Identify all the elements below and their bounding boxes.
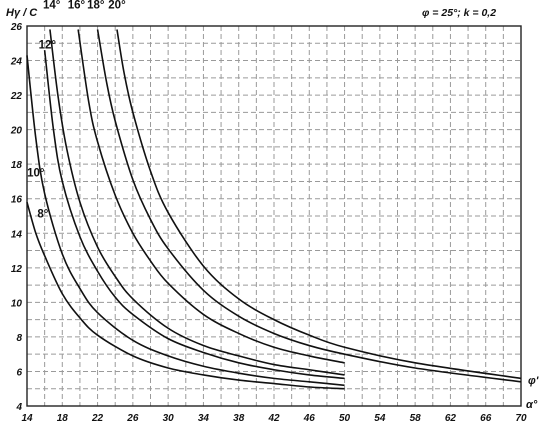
tick-labels: 14 18 22 26 30 34 38 42 46 50 54 58 62 66 704681012141… xyxy=(10,22,527,424)
x-tick-label: 22 xyxy=(91,413,104,424)
x-tick-label: 34 xyxy=(198,413,210,424)
y-tick-label: 26 xyxy=(10,22,23,33)
y-tick-label: 10 xyxy=(11,298,23,309)
series-label: 14° xyxy=(43,0,61,12)
x-tick-label: 62 xyxy=(445,413,457,424)
series-line xyxy=(26,55,345,387)
x-axis-label: α° xyxy=(526,399,538,411)
series-line xyxy=(49,29,345,376)
x-tick-label: 14 xyxy=(21,413,33,424)
y-tick-label: 16 xyxy=(11,195,23,206)
x-tick-label: 42 xyxy=(267,413,280,424)
series-line xyxy=(96,29,522,383)
series-label: 12° xyxy=(39,39,57,51)
y-tick-label: 18 xyxy=(11,160,23,171)
series-line xyxy=(116,29,522,380)
x-tick-label: 70 xyxy=(515,413,527,424)
x-tick-label: 58 xyxy=(410,413,422,424)
series-label: 8° xyxy=(37,209,48,221)
x-tick-label: 54 xyxy=(374,413,386,424)
curve-labels: 8° 10° 12° 14° 16° 18° 20° xyxy=(27,0,126,221)
series-label: 20° xyxy=(108,0,126,12)
x-tick-label: 66 xyxy=(480,413,492,424)
y-axis-label: Hγ / C xyxy=(6,7,38,19)
plot-frame xyxy=(26,25,522,407)
y-tick-label: 6 xyxy=(16,367,22,378)
x-curve-label: φ' xyxy=(528,375,539,387)
y-tick-label: 4 xyxy=(15,402,22,413)
x-tick-label: 46 xyxy=(303,413,316,424)
y-tick-label: 8 xyxy=(16,333,22,344)
y-tick-label: 22 xyxy=(10,91,23,102)
grid xyxy=(27,26,521,406)
series-label: 10° xyxy=(27,167,45,179)
series-label: 18° xyxy=(87,0,105,12)
y-tick-label: 14 xyxy=(11,229,23,240)
parameters-annotation: φ = 25°; k = 0,2 xyxy=(422,7,496,19)
x-tick-label: 50 xyxy=(339,413,351,424)
series-label: 16° xyxy=(68,0,86,12)
series-line xyxy=(77,29,345,364)
x-tick-label: 30 xyxy=(163,413,175,424)
y-tick-label: 20 xyxy=(10,126,23,137)
curves xyxy=(26,29,522,390)
y-tick-label: 12 xyxy=(11,264,23,275)
series-line xyxy=(26,201,345,390)
series-line xyxy=(43,50,345,380)
x-tick-label: 18 xyxy=(57,413,69,424)
x-tick-label: 38 xyxy=(233,413,245,424)
x-tick-label: 26 xyxy=(126,413,139,424)
y-tick-label: 24 xyxy=(10,57,23,68)
